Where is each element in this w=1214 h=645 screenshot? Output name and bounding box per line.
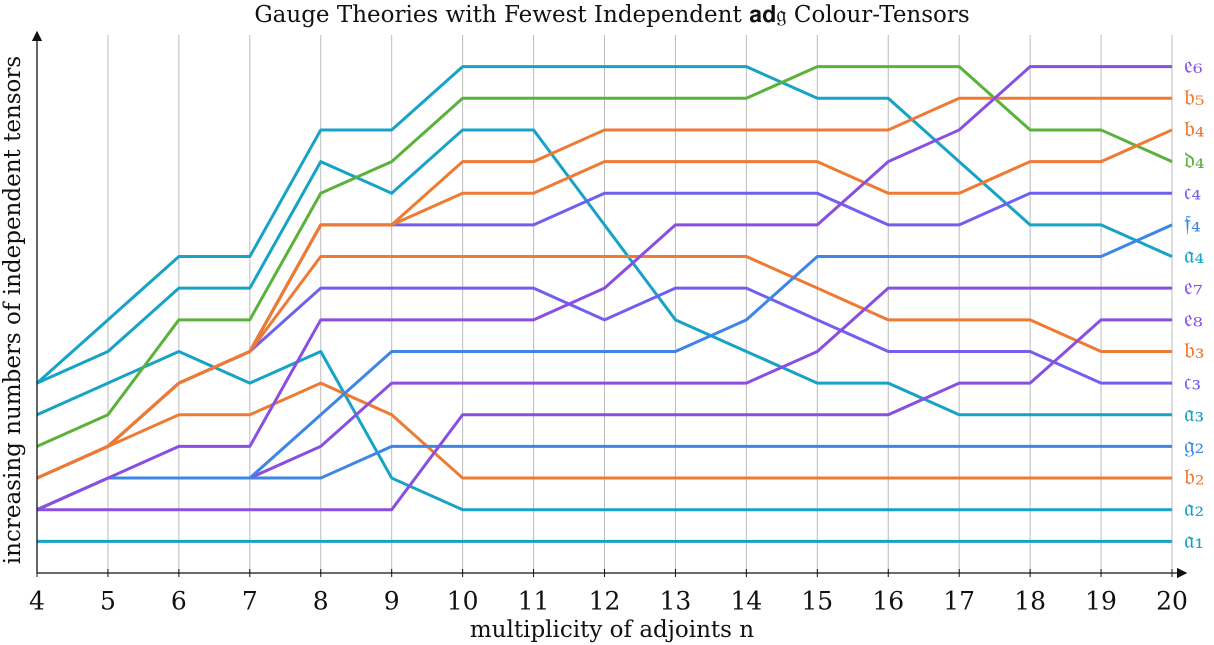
series-line	[36, 65, 1172, 512]
legend-label: 𝔟₃	[1184, 336, 1205, 364]
x-tick-label: 20	[1156, 587, 1188, 616]
series-line	[36, 128, 1172, 417]
series-line	[36, 65, 1173, 448]
series-line	[36, 96, 1172, 480]
legend-label: 𝔠₄	[1184, 178, 1201, 206]
legend-label: 𝔤₂	[1184, 431, 1204, 459]
legend-label: 𝔠₃	[1184, 368, 1201, 396]
x-tick-label: 19	[1085, 587, 1117, 616]
x-tick-label: 5	[100, 587, 116, 616]
lines	[36, 65, 1173, 543]
y-axis-label: increasing numbers of independent tensor…	[0, 56, 26, 564]
series-line	[36, 223, 1173, 512]
x-tick-label: 15	[801, 587, 833, 616]
x-tick-label: 4	[29, 587, 45, 616]
legend-label: 𝔟₄	[1184, 114, 1205, 142]
labels: 4 5 6 7 8 9 10 11 12 13 14 15 16 17 18 19 20 𝔞₁ 𝔞₂ 𝔟₂ 𝔤₂ 𝔞₃ 𝔠₃…	[29, 51, 1205, 615]
legend-label: 𝔞₄	[1184, 241, 1204, 269]
chart-title: Gauge Theories with Fewest Independent 𝐚…	[254, 2, 969, 28]
legend-label: 𝔟₂	[1184, 463, 1205, 491]
x-tick-label: 8	[313, 587, 329, 616]
grid	[36, 35, 1173, 577]
legend-label: 𝔢₆	[1184, 51, 1203, 79]
series-line	[37, 318, 1172, 512]
x-tick-label: 6	[171, 587, 187, 616]
legend-label: 𝔢₇	[1184, 273, 1203, 301]
legend-label: 𝔞₁	[1184, 526, 1204, 554]
x-tick-label: 12	[589, 587, 621, 616]
x-tick-label: 10	[447, 587, 479, 616]
legend-label: 𝔢₈	[1184, 304, 1203, 332]
x-tick-label: 9	[384, 587, 400, 616]
x-tick-label: 7	[242, 587, 258, 616]
legend-label: 𝔟₅	[1184, 83, 1205, 111]
legend-label: 𝔣₄	[1184, 209, 1201, 237]
x-tick-label: 18	[1014, 587, 1046, 616]
series-line	[36, 381, 1172, 480]
x-tick-label: 13	[660, 587, 692, 616]
legend-label: 𝔞₂	[1184, 494, 1204, 522]
x-tick-label: 11	[518, 587, 550, 616]
series-line	[36, 349, 1172, 512]
x-tick-label: 14	[730, 587, 762, 616]
legend-label: 𝔞₃	[1184, 399, 1204, 427]
x-tick-label: 17	[943, 587, 975, 616]
legend-label: 𝔡₄	[1184, 146, 1205, 174]
x-axis-label: multiplicity of adjoints n	[470, 617, 754, 643]
x-tick-label: 16	[872, 587, 904, 616]
